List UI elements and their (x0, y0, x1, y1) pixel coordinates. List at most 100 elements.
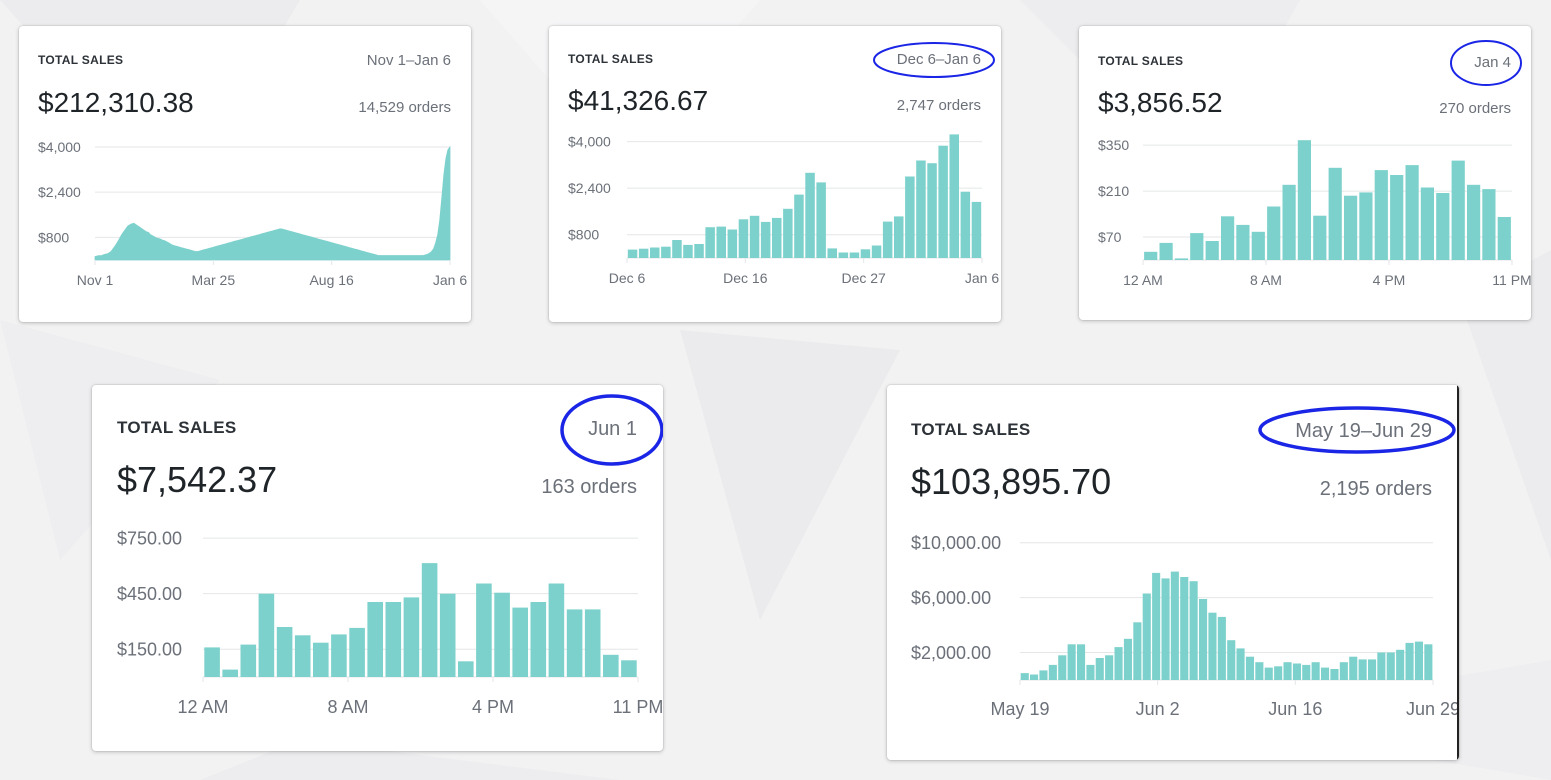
x-tick-label: Jun 2 (1136, 699, 1180, 719)
sales-bar (1297, 140, 1311, 260)
sales-bar (1048, 664, 1057, 680)
sales-bar (1236, 224, 1250, 260)
sales-bar (548, 583, 565, 677)
sales-bar (683, 244, 693, 258)
sales-bar (727, 229, 738, 258)
card-title: TOTAL SALES (911, 420, 1030, 439)
sales-bar (1170, 571, 1179, 680)
sales-bar (1349, 656, 1358, 680)
sales-bar (1283, 662, 1292, 680)
sales-bar (1039, 670, 1048, 680)
y-tick-label: $2,000.00 (911, 643, 991, 663)
sales-bar (971, 201, 982, 258)
sales-bar (530, 602, 547, 677)
sales-bar (584, 609, 601, 677)
y-tick-label: $800 (38, 229, 69, 245)
sales-bar (1311, 662, 1320, 680)
sales-bar (1251, 231, 1265, 260)
y-tick-label: $350 (1098, 137, 1129, 153)
sales-bar (1208, 612, 1217, 680)
card-title: TOTAL SALES (38, 53, 123, 67)
sales-bar (439, 593, 456, 677)
sales-bar (1067, 644, 1076, 680)
x-tick-label: 11 PM (613, 697, 663, 717)
y-tick-label: $150.00 (117, 640, 182, 660)
y-tick-label: $210 (1098, 183, 1129, 199)
sales-bar (960, 191, 971, 258)
sales-bar (805, 172, 815, 258)
sales-bar (349, 627, 365, 677)
sales-bar (1227, 640, 1236, 680)
sales-bar (1174, 258, 1188, 260)
sales-bar (1159, 242, 1173, 260)
sales-bar (1420, 187, 1434, 260)
sales-bar (1377, 652, 1386, 680)
y-tick-label: $450.00 (117, 584, 182, 604)
sales-bar (367, 602, 383, 677)
sales-bar (816, 182, 826, 258)
sales-bar (738, 219, 749, 258)
sales-bar (1255, 662, 1264, 680)
sales-bar (783, 208, 793, 258)
card-svg-1: TOTAL SALES Nov 1–Jan 6 $212,310.38 14,5… (38, 52, 467, 288)
sales-bar (1330, 669, 1339, 680)
sales-bar (1390, 175, 1404, 260)
x-tick-label: 4 PM (472, 697, 514, 717)
date-range: Jan 4 (1474, 54, 1511, 71)
total-sales-value: $41,326.67 (568, 85, 708, 116)
y-tick-label: $800 (568, 227, 599, 243)
sales-area (94, 145, 451, 261)
sales-bar (749, 215, 760, 258)
highlight-circle (560, 394, 663, 466)
orders-count: 270 orders (1439, 100, 1511, 117)
sales-bar (1368, 659, 1377, 680)
sales-bar (1405, 165, 1419, 260)
sales-bar (1339, 662, 1348, 680)
y-tick-label: $70 (1098, 229, 1122, 245)
sales-bar (1205, 241, 1219, 260)
sales-bar (894, 216, 904, 258)
sales-bar (1292, 663, 1301, 680)
sales-bar (1020, 673, 1029, 680)
sales-bar (403, 597, 420, 677)
total-sales-value: $103,895.70 (911, 461, 1111, 502)
sales-bar (494, 592, 510, 677)
sales-bar (1405, 642, 1414, 680)
sales-bar (313, 642, 329, 677)
sales-card-1: TOTAL SALES Nov 1–Jan 6 $212,310.38 14,5… (19, 26, 471, 322)
sales-bar (1030, 674, 1039, 680)
sales-bar (458, 661, 474, 677)
sales-bar (222, 669, 238, 677)
sales-bar (1282, 184, 1296, 260)
sales-bar (1374, 170, 1388, 260)
y-tick-label: $2,400 (38, 184, 81, 200)
sales-bar (1386, 652, 1395, 680)
sales-bar (650, 247, 660, 258)
sales-bar (1467, 184, 1481, 260)
x-tick-label: 4 PM (1373, 272, 1406, 288)
card-svg-2: TOTAL SALES Dec 6–Jan 6 $41,326.67 2,747… (568, 42, 999, 286)
orders-count: 2,195 orders (1320, 478, 1432, 500)
sales-bar (627, 249, 638, 258)
chart-1: $4,000 $2,400 $800 Nov 1 Mar 25 Aug 16 Jan 6 (38, 139, 467, 288)
sales-bar (938, 145, 948, 258)
highlight-circle (1450, 40, 1522, 86)
orders-count: 14,529 orders (358, 99, 451, 116)
x-tick-label: Jun 29 (1406, 699, 1459, 719)
sales-bar (1142, 593, 1151, 680)
sales-bar (1086, 664, 1095, 680)
sales-bar (882, 221, 893, 258)
card-svg-4: TOTAL SALES Jun 1 $7,542.37 163 orders $… (117, 394, 663, 717)
sales-bar (1302, 664, 1311, 680)
y-tick-label: $6,000.00 (911, 588, 991, 608)
sales-bar (1058, 655, 1067, 680)
x-tick-label: 8 AM (1250, 272, 1282, 288)
x-tick-label: 12 AM (177, 697, 228, 717)
total-sales-value: $7,542.37 (117, 459, 277, 500)
sales-bar (672, 240, 682, 258)
sales-bar (1161, 578, 1170, 680)
x-tick-label: 11 PM (1492, 272, 1531, 288)
sales-bar (1436, 193, 1450, 260)
sales-bar (1114, 647, 1123, 680)
sales-bar (1264, 667, 1273, 680)
